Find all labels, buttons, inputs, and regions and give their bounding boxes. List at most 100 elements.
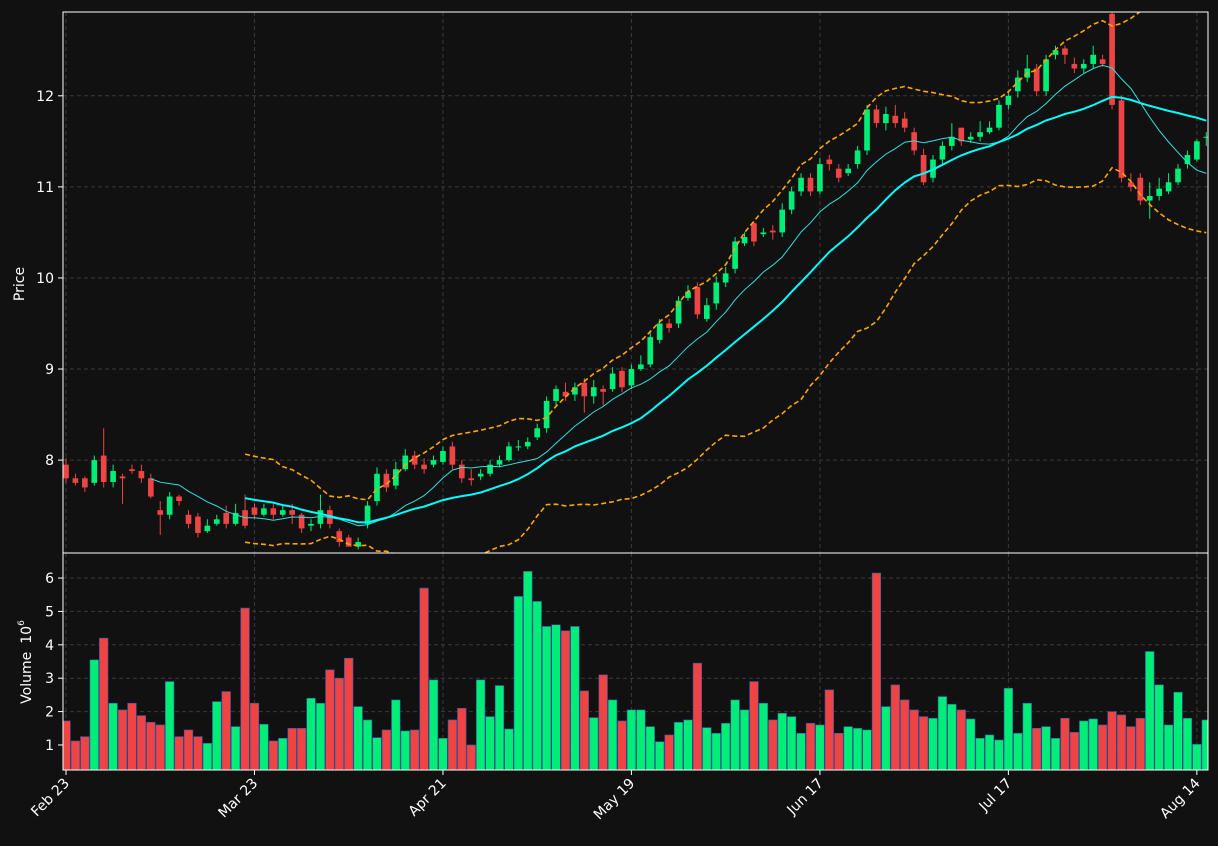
volume-bar xyxy=(984,734,995,770)
volume-bar xyxy=(362,719,373,770)
volume-bar xyxy=(504,728,514,770)
candle-body xyxy=(600,389,606,392)
volume-bar xyxy=(372,737,382,770)
candle-body xyxy=(788,191,795,210)
candle-body xyxy=(807,177,814,192)
volume-axis-label: Volume 106 xyxy=(17,620,35,704)
candle-body xyxy=(1071,63,1078,69)
volume-bar xyxy=(108,702,118,770)
candle-body xyxy=(1109,13,1115,105)
volume-bar xyxy=(306,697,316,770)
upper-band-line xyxy=(244,12,1142,501)
candle-body xyxy=(675,300,682,324)
candle-body xyxy=(421,464,427,470)
candle-body xyxy=(345,537,352,547)
volume-bar xyxy=(645,726,655,770)
volume-bar xyxy=(937,696,948,770)
candle-body xyxy=(779,209,786,233)
volume-axis-label-text: Volume xyxy=(19,652,35,704)
volume-bar xyxy=(636,709,646,770)
volume-bar xyxy=(721,722,731,770)
volume-bar xyxy=(994,739,1004,770)
candle-body xyxy=(308,523,314,526)
candle-body xyxy=(213,519,220,524)
volume-bar xyxy=(400,730,410,770)
volume-tick-label: 6 xyxy=(45,571,54,587)
candle-body xyxy=(1128,182,1134,187)
candle-body xyxy=(798,177,804,192)
volume-bar xyxy=(692,662,703,770)
volume-bar xyxy=(287,727,297,770)
volume-bar xyxy=(796,732,806,770)
candle-body xyxy=(91,460,98,483)
volume-tick-label: 5 xyxy=(45,604,54,620)
price-tick-label: 11 xyxy=(36,180,54,196)
volume-bar xyxy=(410,729,420,770)
volume-bar xyxy=(862,729,872,770)
candle-body xyxy=(562,391,569,397)
candle-body xyxy=(901,118,908,128)
volume-bar xyxy=(607,699,618,770)
candle-body xyxy=(477,473,484,477)
volume-bar xyxy=(768,719,778,770)
volume-bar xyxy=(1022,702,1032,770)
candle-body xyxy=(1080,63,1087,69)
candle-body xyxy=(732,241,738,269)
candle-body xyxy=(157,510,164,515)
candle-body xyxy=(751,223,757,242)
candle-body xyxy=(694,287,701,315)
volume-bar xyxy=(1126,726,1136,770)
volume-bar xyxy=(419,587,429,770)
candle-body xyxy=(1090,54,1097,64)
candle-body xyxy=(100,455,107,482)
volume-bar xyxy=(127,702,137,770)
volume-bar xyxy=(1032,727,1042,770)
candle-body xyxy=(364,505,371,524)
volume-bar xyxy=(334,677,344,770)
volume-bar xyxy=(787,716,797,770)
volume-bar xyxy=(89,659,99,770)
volume-series xyxy=(63,571,1208,770)
candle-body xyxy=(138,471,145,479)
candle-body xyxy=(1194,141,1200,160)
candle-body xyxy=(317,510,324,524)
volume-bar xyxy=(570,626,580,770)
candle-body xyxy=(110,471,116,482)
volume-bar xyxy=(240,607,250,770)
volume-bar xyxy=(975,737,985,770)
candle-body xyxy=(289,510,295,515)
volume-bar xyxy=(890,684,900,770)
volume-bar xyxy=(1154,684,1164,770)
volume-bar xyxy=(494,685,505,770)
volume-bar xyxy=(183,729,194,770)
volume-bar xyxy=(174,736,184,770)
volume-y-axis: 1 2 3 4 5 6 xyxy=(45,571,63,754)
volume-bar xyxy=(202,742,212,770)
candle-body xyxy=(864,109,870,151)
volume-bar xyxy=(457,707,467,770)
lower-band-line xyxy=(244,166,1207,553)
volume-bar xyxy=(532,601,542,770)
candle-body xyxy=(609,373,616,390)
candle-body xyxy=(958,127,965,142)
volume-bar xyxy=(428,679,439,770)
volume-bar xyxy=(758,702,769,770)
candle-body xyxy=(967,136,974,140)
candle-body xyxy=(722,273,729,283)
volume-tick-label: 1 xyxy=(45,738,54,754)
candle-body xyxy=(515,446,522,448)
candle-body xyxy=(298,514,305,529)
price-tick-label: 9 xyxy=(45,362,54,378)
volume-bar xyxy=(1192,743,1202,770)
volume-bar xyxy=(99,637,109,770)
candle-body xyxy=(647,337,654,365)
volume-bar xyxy=(315,702,326,770)
candle-body xyxy=(543,400,550,429)
volume-bar xyxy=(1060,717,1070,770)
volume-bar xyxy=(513,596,523,770)
candle-body xyxy=(393,469,399,486)
volume-panel-frame xyxy=(62,552,1209,771)
volume-bar xyxy=(928,717,938,770)
candle-body xyxy=(251,507,258,515)
candle-body xyxy=(713,282,720,304)
